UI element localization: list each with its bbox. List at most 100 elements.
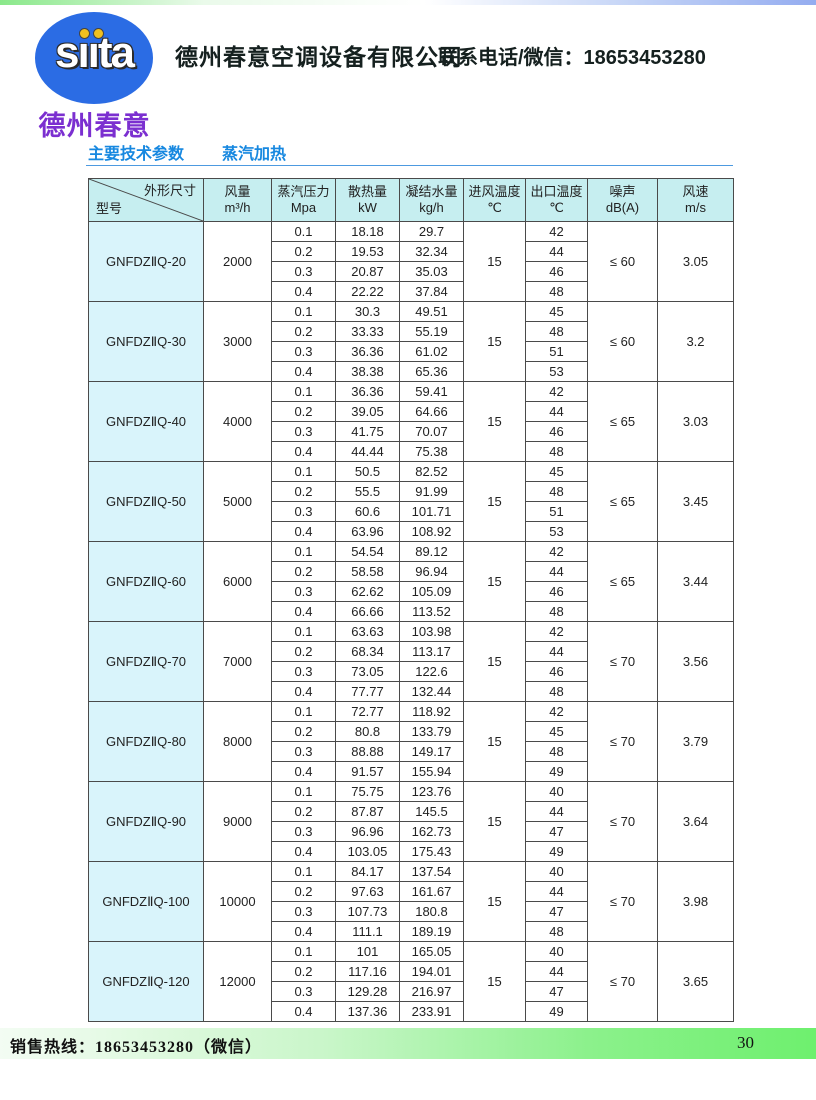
airflow-cell: 4000	[203, 381, 272, 462]
pressure-cell: 0.2	[271, 321, 336, 342]
model-cell: GNFDZⅡQ-20	[88, 221, 204, 302]
outlet-temp-cell: 48	[525, 281, 588, 302]
logo-dot-icon	[93, 28, 104, 39]
heat-cell: 39.05	[335, 401, 400, 422]
pressure-cell: 0.1	[271, 941, 336, 962]
noise-cell: ≤ 60	[587, 221, 658, 302]
table-row: 0.3 41.75 70.07 46	[89, 421, 734, 442]
table-row: 0.4 111.1 189.19 48	[89, 921, 734, 942]
outlet-temp-cell: 47	[525, 901, 588, 922]
noise-cell: ≤ 65	[587, 541, 658, 622]
table-row: 0.3 20.87 35.03 46	[89, 261, 734, 282]
pressure-cell: 0.1	[271, 541, 336, 562]
spec-table: 外形尺寸 型号 风量 m³/h 蒸汽压力 Mpa 散热量 kW 凝结水量 kg/h 进风…	[88, 178, 734, 1022]
outlet-temp-cell: 49	[525, 841, 588, 862]
heat-cell: 58.58	[335, 561, 400, 582]
heat-cell: 129.28	[335, 981, 400, 1002]
condensate-cell: 108.92	[399, 521, 464, 542]
outlet-temp-cell: 46	[525, 261, 588, 282]
noise-cell: ≤ 70	[587, 621, 658, 702]
noise-cell: ≤ 65	[587, 381, 658, 462]
outlet-temp-cell: 44	[525, 881, 588, 902]
condensate-cell: 59.41	[399, 381, 464, 402]
table-row: 0.2 33.33 55.19 48	[89, 321, 734, 342]
pressure-cell: 0.1	[271, 701, 336, 722]
outlet-temp-cell: 45	[525, 301, 588, 322]
heat-cell: 62.62	[335, 581, 400, 602]
heat-cell: 54.54	[335, 541, 400, 562]
airflow-cell: 7000	[203, 621, 272, 702]
table-row: 0.3 107.73 180.8 47	[89, 901, 734, 922]
table-row: GNFDZⅡQ-30 3000 0.1 30.3 49.51 15 45 ≤ 60 3.2	[88, 301, 734, 382]
outlet-temp-cell: 46	[525, 421, 588, 442]
inlet-temp-cell: 15	[463, 701, 526, 782]
condensate-cell: 89.12	[399, 541, 464, 562]
inlet-temp-cell: 15	[463, 381, 526, 462]
airflow-cell: 6000	[203, 541, 272, 622]
table-row: GNFDZⅡQ-50 5000 0.1 50.5 82.52 15 45 ≤ 65 3.45	[88, 461, 734, 542]
outlet-temp-cell: 48	[525, 481, 588, 502]
pressure-cell: 0.2	[271, 961, 336, 982]
heat-cell: 103.05	[335, 841, 400, 862]
pressure-cell: 0.1	[271, 301, 336, 322]
outlet-temp-cell: 40	[525, 861, 588, 882]
heat-cell: 20.87	[335, 261, 400, 282]
condensate-cell: 37.84	[399, 281, 464, 302]
model-cell: GNFDZⅡQ-70	[88, 621, 204, 702]
outlet-temp-cell: 44	[525, 801, 588, 822]
table-row: GNFDZⅡQ-60 6000 0.1 54.54 89.12 15 42 ≤ 65 3.44	[88, 541, 734, 622]
pressure-cell: 0.4	[271, 281, 336, 302]
model-cell: GNFDZⅡQ-80	[88, 701, 204, 782]
pressure-cell: 0.2	[271, 561, 336, 582]
heat-cell: 91.57	[335, 761, 400, 782]
model-cell: GNFDZⅡQ-90	[88, 781, 204, 862]
table-row: 0.4 38.38 65.36 53	[89, 361, 734, 382]
outlet-temp-cell: 42	[525, 221, 588, 242]
speed-cell: 3.64	[657, 781, 734, 862]
heat-cell: 55.5	[335, 481, 400, 502]
outlet-temp-cell: 46	[525, 581, 588, 602]
outlet-temp-cell: 44	[525, 561, 588, 582]
condensate-cell: 118.92	[399, 701, 464, 722]
inlet-temp-cell: 15	[463, 941, 526, 1022]
table-row: 0.2 87.87 145.5 44	[89, 801, 734, 822]
noise-cell: ≤ 70	[587, 941, 658, 1022]
airflow-cell: 10000	[203, 861, 272, 942]
inlet-temp-cell: 15	[463, 221, 526, 302]
table-row: GNFDZⅡQ-20 2000 0.1 18.18 29.7 15 42 ≤ 60 3.05	[88, 221, 734, 302]
outlet-temp-cell: 46	[525, 661, 588, 682]
title-underline	[86, 165, 733, 166]
heat-cell: 137.36	[335, 1001, 400, 1022]
pressure-cell: 0.3	[271, 501, 336, 522]
logo-dot-icon	[79, 28, 90, 39]
heat-cell: 19.53	[335, 241, 400, 262]
table-row: GNFDZⅡQ-40 4000 0.1 36.36 59.41 15 42 ≤ 65 3.03	[88, 381, 734, 462]
outlet-temp-cell: 48	[525, 741, 588, 762]
heat-cell: 96.96	[335, 821, 400, 842]
footer-bar: 销售热线：18653453280（微信） 30	[0, 1028, 816, 1059]
outlet-temp-cell: 47	[525, 821, 588, 842]
condensate-cell: 175.43	[399, 841, 464, 862]
col-header-speed: 风速 m/s	[657, 178, 734, 222]
condensate-cell: 96.94	[399, 561, 464, 582]
pressure-cell: 0.4	[271, 681, 336, 702]
heat-cell: 107.73	[335, 901, 400, 922]
condensate-cell: 64.66	[399, 401, 464, 422]
heat-cell: 38.38	[335, 361, 400, 382]
condensate-cell: 233.91	[399, 1001, 464, 1022]
col-header-condensate: 凝结水量 kg/h	[399, 178, 464, 222]
heat-cell: 84.17	[335, 861, 400, 882]
corner-label-model: 型号	[96, 201, 123, 217]
heat-cell: 36.36	[335, 341, 400, 362]
pressure-cell: 0.1	[271, 381, 336, 402]
heat-cell: 87.87	[335, 801, 400, 822]
condensate-cell: 161.67	[399, 881, 464, 902]
pressure-cell: 0.3	[271, 821, 336, 842]
pressure-cell: 0.3	[271, 261, 336, 282]
table-row: 0.4 103.05 175.43 49	[89, 841, 734, 862]
condensate-cell: 35.03	[399, 261, 464, 282]
outlet-temp-cell: 42	[525, 381, 588, 402]
outlet-temp-cell: 53	[525, 361, 588, 382]
speed-cell: 3.79	[657, 701, 734, 782]
